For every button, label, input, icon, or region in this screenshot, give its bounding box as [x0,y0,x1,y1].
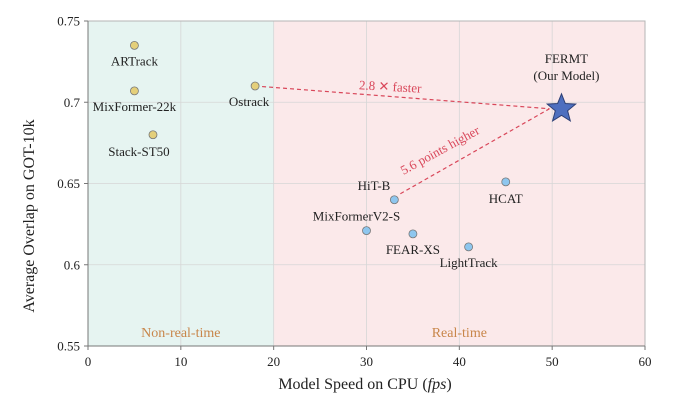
point-label-fear-xs: FEAR-XS [386,242,440,257]
point-label-mixformer-22k: MixFormer-22k [93,99,177,114]
point-label-mixformerv2-s: MixFormerV2-S [313,209,400,224]
point-label-fermt: FERMT [545,51,588,66]
point-mixformerv2-s [362,226,371,236]
point-fermt-star [545,92,577,123]
y-axis-label: Average Overlap on GOT-10k [21,119,38,312]
data-points: ARTrack MixFormer-22k Stack-ST50 Ostrack HiT… [93,40,599,270]
x-tick-label: 40 [453,354,466,369]
region-labels: Non-real-time Real-time [141,326,487,341]
point-label-stack-st50: Stack-ST50 [108,144,169,159]
annotation-faster: 2.8 ✕ faster [359,77,423,97]
x-tick-label: 50 [546,354,559,369]
x-tick-label: 10 [174,354,187,369]
x-tick-label: 0 [85,354,92,369]
point-stack-st50 [148,130,158,140]
point-lighttrack [464,242,474,252]
point-fear-xs [408,229,418,239]
annotation-line [255,85,550,110]
point-ostrack [250,81,260,91]
y-tick-label: 0.75 [57,14,80,29]
y-tick-label: 0.65 [57,176,80,191]
y-tick-label: 0.55 [57,339,80,354]
point-hcat [501,177,511,187]
point-artrack [130,40,139,50]
x-tick-label: 20 [267,354,280,369]
annotation-line [400,108,550,195]
point-label-lighttrack: LightTrack [440,255,499,270]
x-axis-label: Model Speed on CPU (fps) [278,376,451,393]
point-hit-b [389,195,399,205]
point-label-ostrack: Ostrack [229,94,270,109]
grid-lines [88,21,645,346]
point-label-hit-b: HiT-B [358,178,391,193]
point-label-artrack: ARTrack [111,53,159,68]
tick-labels: 0 10 20 30 40 50 60 0.55 0.6 0.65 0.7 0.75 [57,14,651,370]
point-label-hcat: HCAT [489,191,523,206]
x-tick-label: 60 [639,354,652,369]
region-label: Non-real-time [141,326,220,341]
y-tick-label: 0.7 [64,95,81,110]
x-tick-label: 30 [360,354,373,369]
y-tick-label: 0.6 [64,257,81,272]
region-label: Real-time [432,326,487,341]
point-mixformer-22k [130,86,139,96]
point-label-fermt-sub: (Our Model) [533,68,599,83]
